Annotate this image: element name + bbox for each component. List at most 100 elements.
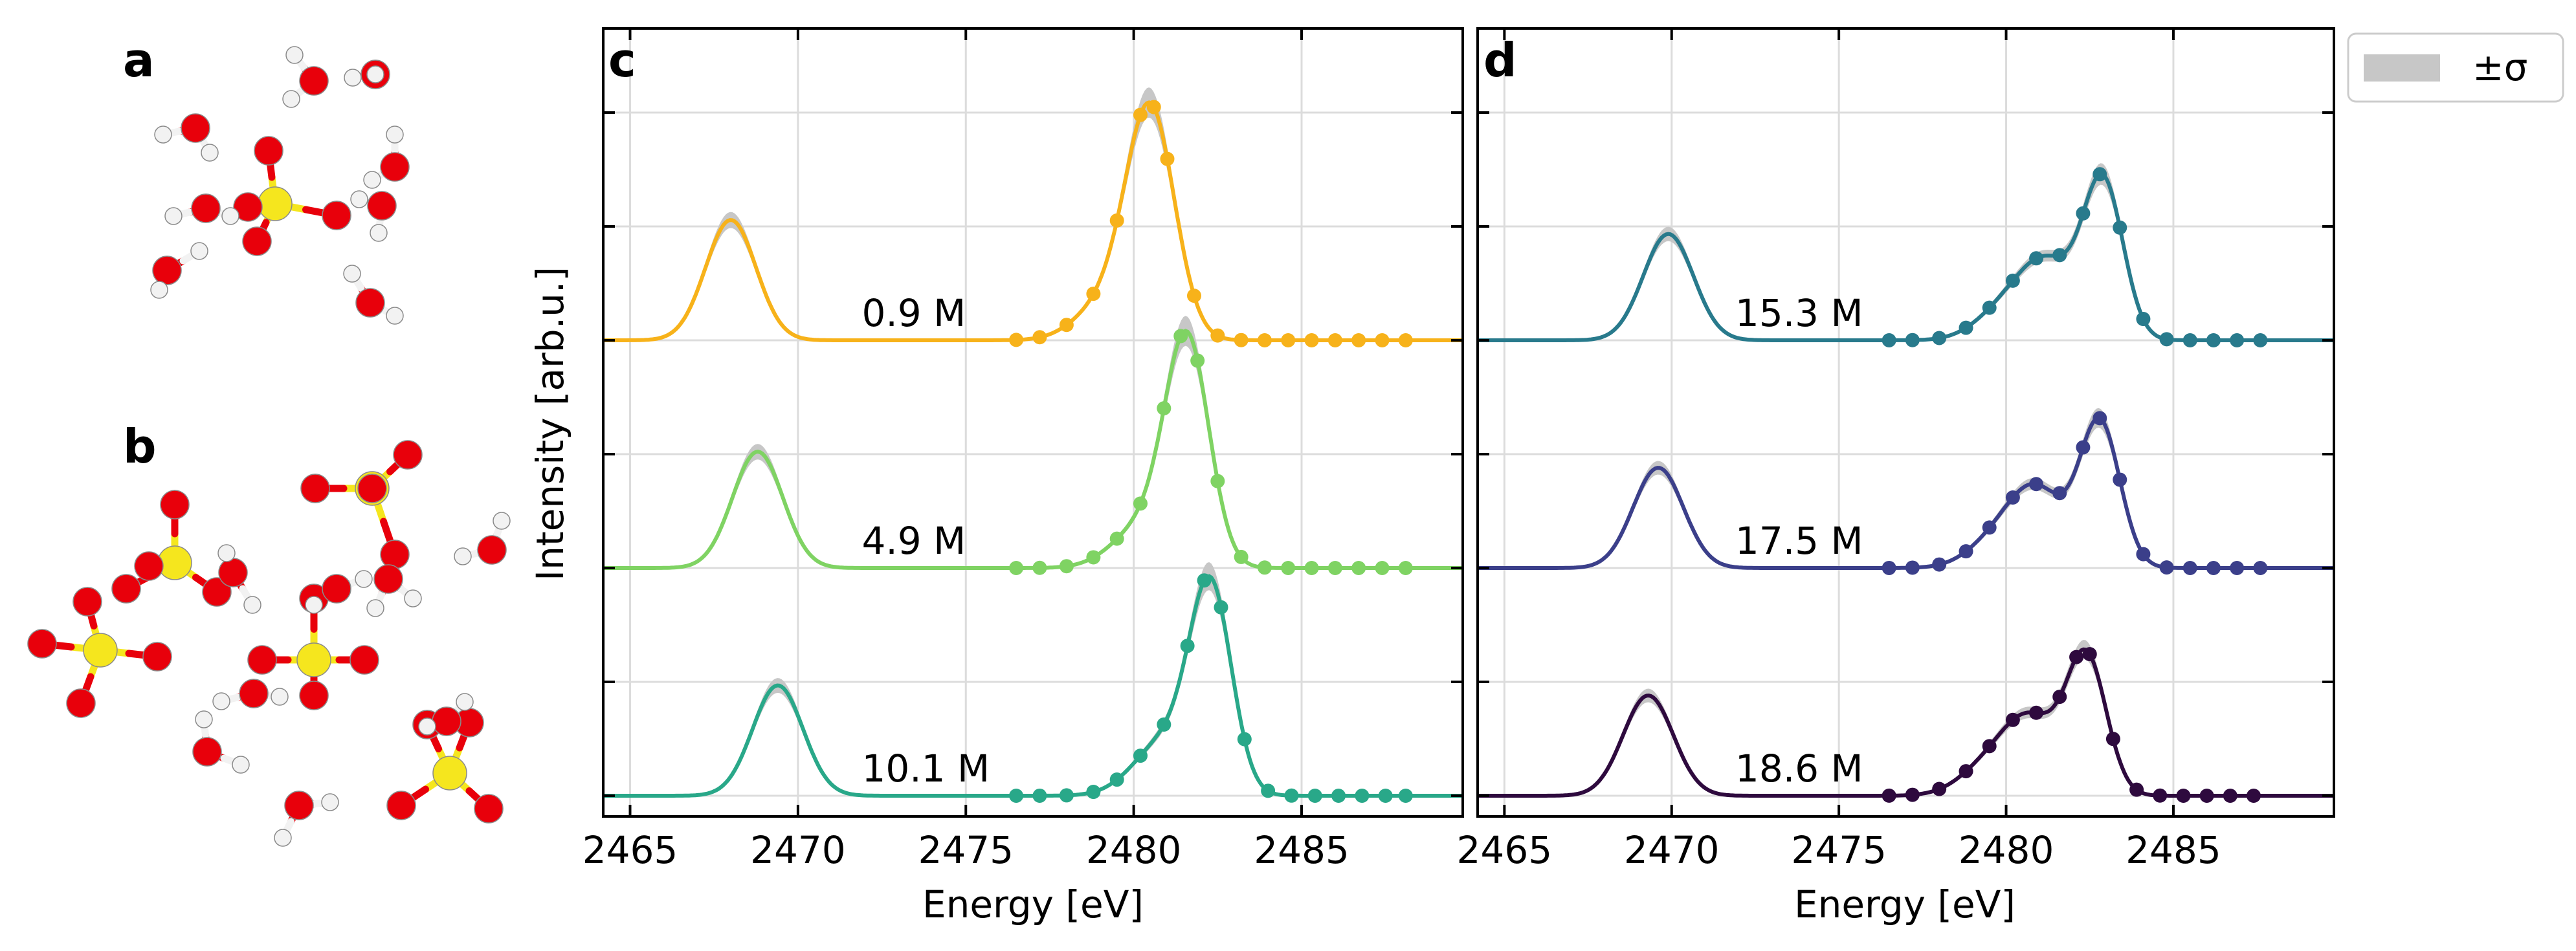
data-point-4.9M-3 [1086, 550, 1101, 565]
hydrogen-atom [493, 512, 511, 530]
x-tick-label-2485: 2485 [1254, 828, 1349, 872]
data-point-0.9M-17 [1398, 333, 1413, 347]
sulfate-water-cluster-b [27, 440, 511, 847]
data-point-0.9M-10 [1234, 333, 1249, 347]
oxygen-atom [393, 440, 423, 470]
oxygen-atom [192, 737, 222, 767]
oxygen-atom [111, 574, 141, 604]
oxygen-atom [134, 551, 164, 581]
data-point-10.1M-10 [1237, 732, 1252, 747]
x-tick-labels-d: 2465 2470 2475 2480 2485 [1457, 828, 2221, 872]
sample-points-d [1882, 167, 2268, 803]
panel-label-b: b [123, 419, 157, 474]
sulfur-atom [258, 186, 293, 221]
hydrogen-atom [150, 281, 168, 299]
data-point-17.5M-10 [2113, 472, 2127, 487]
data-point-17.5M-0 [1882, 560, 1896, 575]
panel-label-d: d [1483, 33, 1517, 87]
hydrogen-atom [386, 307, 404, 325]
hydrogen-atom [418, 717, 436, 736]
data-point-0.9M-15 [1351, 333, 1366, 347]
data-point-15.3M-10 [2113, 220, 2127, 235]
data-point-17.5M-3 [1959, 544, 1973, 559]
series-label-4.9M: 4.9 M [861, 519, 966, 563]
oxygen-atom [380, 152, 410, 182]
series-label-17.5M: 17.5 M [1735, 519, 1863, 563]
data-point-0.9M-5 [1133, 107, 1148, 122]
legend-frame [2347, 32, 2564, 103]
x-tick-label-2475: 2475 [918, 828, 1014, 872]
spectra-plot-c: 0.9 M4.9 M10.1 M 2465 2470 2475 2480 2485 c … [583, 27, 1464, 926]
spectrum-line-17.5M [1478, 415, 2334, 570]
oxygen-atom [242, 226, 272, 256]
data-point-17.5M-5 [2005, 490, 2020, 505]
data-point-4.9M-17 [1398, 561, 1413, 575]
data-point-4.9M-9 [1210, 474, 1225, 488]
data-point-4.9M-12 [1281, 560, 1296, 575]
sulfur-atom [432, 756, 467, 791]
data-point-10.1M-16 [1378, 789, 1393, 803]
data-point-10.1M-11 [1261, 783, 1276, 798]
data-point-4.9M-2 [1059, 559, 1074, 574]
data-point-4.9M-16 [1375, 561, 1390, 575]
series-label-10.1M: 10.1 M [861, 747, 990, 791]
data-point-10.1M-1 [1032, 788, 1047, 803]
data-point-17.5M-11 [2136, 547, 2151, 562]
data-point-15.3M-1 [1905, 333, 1920, 347]
data-point-17.5M-16 [2253, 561, 2268, 575]
hydrogen-atom [271, 688, 289, 706]
data-point-17.5M-1 [1905, 560, 1920, 575]
axes-d [1476, 27, 2335, 818]
oxygen-atom [386, 791, 416, 820]
data-point-17.5M-2 [1932, 557, 1947, 572]
hydrogen-atom [212, 692, 230, 710]
oxygen-atom [254, 136, 283, 166]
data-point-0.9M-11 [1257, 333, 1272, 347]
data-point-18.6M-3 [1959, 764, 1973, 779]
sigma-band-4.9M [603, 316, 1463, 568]
data-point-10.1M-12 [1284, 788, 1299, 803]
oxygen-atom [477, 535, 507, 565]
oxygen-atom [218, 558, 248, 587]
data-point-15.3M-2 [1932, 331, 1947, 345]
oxygen-atom [202, 577, 232, 607]
sample-points-c [1009, 100, 1413, 803]
oxygen-atom [181, 113, 210, 143]
data-point-0.9M-0 [1009, 333, 1024, 347]
axes-c [602, 27, 1464, 818]
hydrogen-atom [350, 190, 368, 208]
x-tick-label-2470: 2470 [750, 828, 846, 872]
hydrogen-atom [285, 46, 304, 64]
x-axis-label-c: Energy [eV] [922, 882, 1144, 926]
hydrogen-atom [282, 90, 300, 108]
data-point-10.1M-9 [1214, 600, 1228, 615]
data-point-0.9M-8 [1187, 289, 1201, 303]
data-point-0.9M-9 [1210, 328, 1225, 343]
axes-frame [602, 27, 1464, 818]
panel-label-c: c [608, 33, 636, 87]
x-axis-label-d: Energy [eV] [1794, 882, 2015, 926]
grid-c [603, 28, 1463, 816]
hydrogen-atom [366, 599, 384, 617]
data-point-18.6M-10 [2105, 732, 2120, 747]
data-point-10.1M-7 [1180, 639, 1195, 653]
data-point-18.6M-14 [2199, 789, 2214, 803]
hydrogen-atom [363, 171, 381, 189]
uncertainty-bands-c [603, 87, 1463, 796]
data-point-15.3M-3 [1959, 320, 1973, 335]
oxygen-atom [299, 66, 329, 96]
panel-label-a: a [123, 33, 155, 87]
hydrogen-atom [305, 596, 323, 614]
data-point-4.9M-15 [1351, 561, 1366, 575]
oxygen-atom [350, 645, 379, 675]
data-point-10.1M-17 [1398, 789, 1413, 803]
oxygen-atom [152, 256, 182, 285]
spectra-lines-c [603, 100, 1463, 798]
axes-frame [1476, 27, 2335, 818]
data-point-18.6M-11 [2129, 782, 2144, 797]
data-point-18.6M-0 [1882, 788, 1896, 803]
data-point-15.3M-14 [2206, 333, 2221, 347]
hydrogen-atom [201, 144, 219, 162]
hydrogen-atom [355, 570, 373, 588]
